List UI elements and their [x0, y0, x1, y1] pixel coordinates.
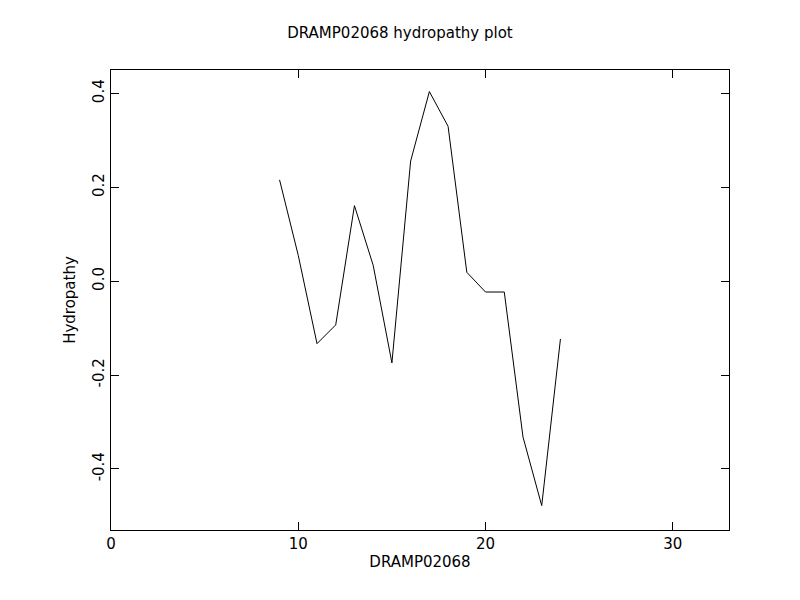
- svg-text:30: 30: [663, 535, 682, 553]
- svg-text:0.2: 0.2: [90, 173, 108, 197]
- svg-text:Hydropathy: Hydropathy: [61, 256, 79, 344]
- svg-text:0.0: 0.0: [90, 267, 108, 291]
- svg-text:20: 20: [476, 535, 495, 553]
- svg-text:0.4: 0.4: [90, 79, 108, 103]
- svg-text:DRAMP02068 hydropathy plot: DRAMP02068 hydropathy plot: [287, 24, 513, 42]
- svg-text:0: 0: [106, 535, 116, 553]
- svg-text:10: 10: [289, 535, 308, 553]
- svg-text:DRAMP02068: DRAMP02068: [369, 553, 470, 571]
- svg-text:-0.4: -0.4: [90, 452, 108, 481]
- svg-text:-0.2: -0.2: [90, 358, 108, 387]
